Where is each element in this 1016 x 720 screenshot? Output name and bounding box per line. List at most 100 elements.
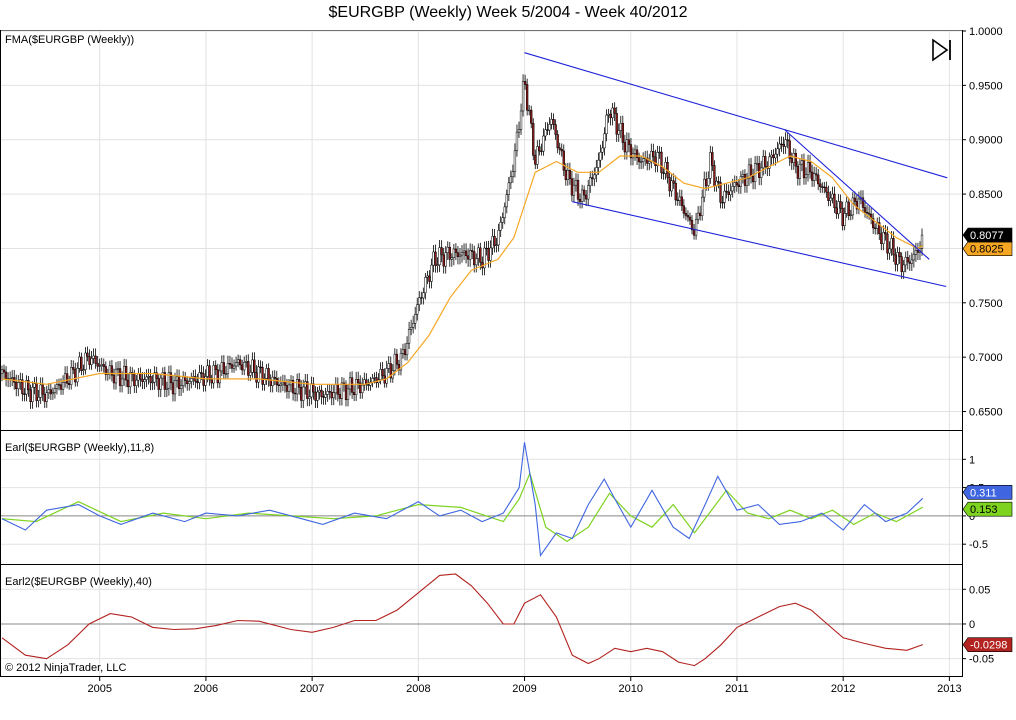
candle-body <box>806 162 810 176</box>
candle-body <box>808 162 812 173</box>
candle-body <box>572 184 576 196</box>
candle-body <box>607 113 610 116</box>
price-plot <box>0 52 948 409</box>
candle-body <box>729 190 732 195</box>
candle-body <box>812 173 816 181</box>
candle-body <box>564 169 567 180</box>
value-badge <box>962 637 1013 652</box>
value-badge-text: 0.8025 <box>970 244 1004 256</box>
candle-body <box>314 391 317 401</box>
candle-body <box>224 373 228 375</box>
candle-body <box>15 381 18 390</box>
candle-body <box>692 229 696 236</box>
candle-body <box>202 373 205 386</box>
candle-body <box>100 364 103 366</box>
y-tick-label: 0.05 <box>969 584 990 596</box>
candle-body <box>430 264 433 282</box>
candle-body <box>733 182 736 187</box>
candle-body <box>654 156 657 166</box>
candle-body <box>585 194 588 200</box>
candle-body <box>357 378 360 384</box>
candle-body <box>381 369 384 377</box>
earl2-panel-frame <box>0 564 963 677</box>
candle-body <box>825 187 828 193</box>
candle-body <box>513 150 517 172</box>
candle-body <box>837 201 840 215</box>
candle-body <box>867 212 871 215</box>
candle-body <box>151 381 154 384</box>
candle-body <box>863 207 867 213</box>
candle-body <box>642 158 645 162</box>
candle-body <box>762 156 765 169</box>
candle-body <box>853 197 856 202</box>
candle-body <box>540 150 543 153</box>
candle-body <box>206 365 209 377</box>
candle-body <box>878 222 881 234</box>
candle-body <box>344 384 348 400</box>
candle-body <box>676 199 679 202</box>
candle-body <box>112 374 116 384</box>
candle-body <box>542 135 545 152</box>
candle-body <box>680 196 683 207</box>
candle-body <box>249 371 252 376</box>
candle-body <box>880 233 883 244</box>
candle-body <box>664 162 667 174</box>
candle-body <box>861 197 865 208</box>
candle-body <box>312 383 315 393</box>
candle-body <box>548 124 551 131</box>
candle-body <box>74 369 77 383</box>
candle-body <box>245 361 248 363</box>
candle-body <box>888 248 891 254</box>
candle-body <box>668 177 671 192</box>
candle-body <box>418 297 421 306</box>
candle-body <box>72 367 75 370</box>
candle-body <box>713 165 716 187</box>
price-panel-label: FMA($EURGBP (Weekly)) <box>5 34 134 46</box>
candle-body <box>226 363 230 374</box>
candle-body <box>300 387 303 401</box>
candle-body <box>55 384 59 389</box>
candle-body <box>574 180 578 186</box>
candle-body <box>672 180 675 184</box>
candle-body <box>208 365 211 381</box>
candle-body <box>414 314 417 324</box>
candle-body <box>499 221 502 231</box>
candle-body <box>133 373 136 386</box>
candle-body <box>709 152 712 179</box>
candle-body <box>495 244 498 246</box>
candle-body <box>648 161 651 164</box>
candle-body <box>137 373 140 381</box>
candle-body <box>159 377 162 390</box>
candle-body <box>11 377 14 379</box>
candle-body <box>122 365 126 380</box>
skip-forward-icon[interactable] <box>932 38 951 62</box>
candle-body <box>234 362 238 367</box>
candle-body <box>784 139 787 147</box>
candle-body <box>637 157 641 163</box>
candle-body <box>829 197 832 201</box>
candle-body <box>165 387 169 390</box>
candle-body <box>452 248 456 258</box>
candle-body <box>483 247 486 269</box>
y-tick-label: 0.7000 <box>969 352 1003 364</box>
candle-body <box>570 178 574 196</box>
candle-body <box>511 171 515 178</box>
candle-body <box>556 134 559 149</box>
candle-body <box>43 394 46 402</box>
candle-body <box>517 129 521 133</box>
candle-body <box>210 379 213 384</box>
candle-body <box>61 381 65 390</box>
candle-body <box>247 361 250 376</box>
candle-body <box>458 254 462 258</box>
candle-body <box>489 247 492 261</box>
candle-body <box>322 396 325 398</box>
candle-body <box>566 169 569 180</box>
candle-body <box>324 394 327 398</box>
x-tick-label: 2005 <box>87 683 111 695</box>
candle-body <box>560 149 563 152</box>
candle-body <box>914 250 918 255</box>
candle-body <box>745 178 749 186</box>
candle-body <box>387 363 390 369</box>
candle-body <box>589 177 592 186</box>
